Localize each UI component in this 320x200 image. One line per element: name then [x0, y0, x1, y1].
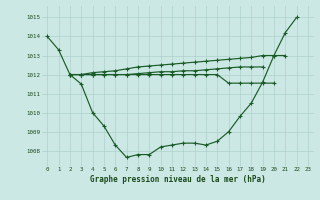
X-axis label: Graphe pression niveau de la mer (hPa): Graphe pression niveau de la mer (hPa) [90, 175, 266, 184]
